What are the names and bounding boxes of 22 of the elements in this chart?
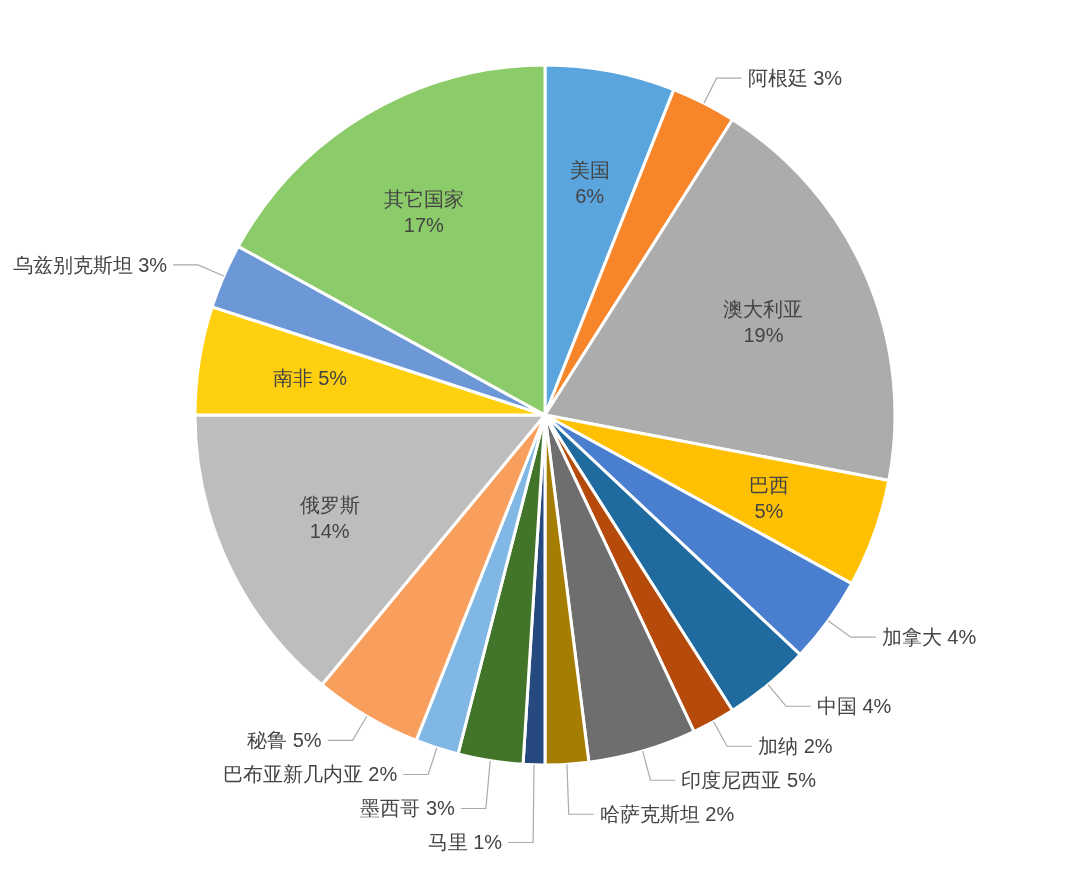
data-label: 17% bbox=[403, 214, 445, 237]
slice-label: 印度尼西亚 5% bbox=[681, 769, 817, 792]
slice-label: 加纳 2% bbox=[758, 735, 833, 758]
slice-label: 马里 1% bbox=[427, 831, 503, 854]
slice-label: 中国 4% bbox=[816, 695, 892, 718]
slice-label: 阿根廷 3% bbox=[747, 67, 843, 90]
slice-label: 其它国家 bbox=[383, 188, 464, 211]
slice-label: 秘鲁 5% bbox=[247, 729, 322, 752]
slice-label: 巴布亚新几内亚 2% bbox=[222, 763, 398, 786]
slice-label: 墨西哥 3% bbox=[360, 797, 456, 820]
slice-label: 乌兹别克斯坦 3% bbox=[12, 253, 168, 276]
data-label: 19% bbox=[743, 324, 784, 347]
slice-label: 南非 5% bbox=[272, 366, 348, 389]
data-label: 5% bbox=[754, 499, 784, 522]
slice-label: 俄罗斯 bbox=[299, 494, 360, 517]
slice-label: 美国 bbox=[569, 159, 610, 182]
data-label: 6% bbox=[575, 185, 605, 208]
slice-label: 澳大利亚 bbox=[723, 298, 804, 321]
slice-label: 哈萨克斯坦 2% bbox=[599, 803, 735, 826]
slice-label: 巴西 bbox=[748, 473, 789, 496]
slice-label: 加拿大 4% bbox=[881, 626, 977, 649]
data-label: 14% bbox=[309, 520, 350, 543]
